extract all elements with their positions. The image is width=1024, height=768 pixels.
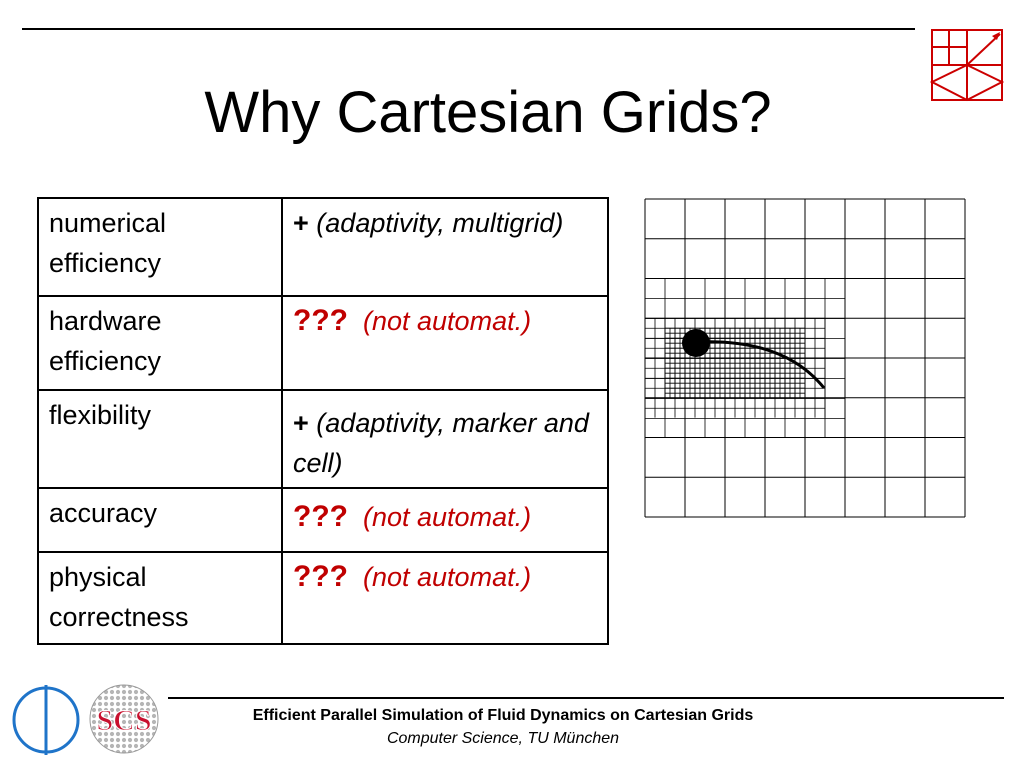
row-label: accuracy bbox=[37, 487, 283, 553]
question-symbol: ??? bbox=[293, 560, 348, 593]
row-note: (not automat.) bbox=[363, 562, 532, 592]
row-note: (not automat.) bbox=[363, 306, 532, 336]
plus-symbol: + bbox=[293, 208, 309, 238]
table-row: numerical efficiency + (adaptivity, mult… bbox=[37, 197, 609, 297]
question-symbol: ??? bbox=[293, 500, 348, 533]
row-note: (not automat.) bbox=[363, 502, 532, 532]
row-value: ??? (not automat.) bbox=[281, 487, 609, 553]
comparison-table: numerical efficiency + (adaptivity, mult… bbox=[37, 197, 609, 645]
plus-symbol: + bbox=[293, 408, 309, 438]
particle-dot bbox=[682, 329, 710, 357]
row-value: ??? (not automat.) bbox=[281, 295, 609, 391]
table-row: accuracy ??? (not automat.) bbox=[37, 487, 609, 553]
row-value: ??? (not automat.) bbox=[281, 551, 609, 645]
table-row: flexibility + (adaptivity, marker and ce… bbox=[37, 389, 609, 489]
row-label: physical correctness bbox=[37, 551, 283, 645]
bottom-rule bbox=[168, 697, 1004, 699]
adaptive-grid-figure bbox=[644, 198, 966, 518]
tum-grid-logo-icon bbox=[930, 29, 1004, 102]
table-row: hardware efficiency ??? (not automat.) bbox=[37, 295, 609, 391]
row-value: + (adaptivity, marker and cell) bbox=[281, 389, 609, 489]
page-title: Why Cartesian Grids? bbox=[204, 80, 772, 145]
trajectory-line bbox=[695, 340, 826, 389]
tum-circle-logo-icon bbox=[12, 685, 80, 755]
row-value: + (adaptivity, multigrid) bbox=[281, 197, 609, 297]
row-note: (adaptivity, marker and cell) bbox=[293, 408, 589, 478]
row-label: flexibility bbox=[37, 389, 283, 489]
row-label: numerical efficiency bbox=[37, 197, 283, 297]
footer-subtitle: Computer Science, TU München bbox=[386, 730, 620, 747]
row-note: (adaptivity, multigrid) bbox=[316, 208, 564, 238]
question-symbol: ??? bbox=[293, 304, 348, 337]
top-rule bbox=[22, 28, 915, 30]
scs-logo-icon: SCS bbox=[89, 684, 159, 754]
row-label: hardware efficiency bbox=[37, 295, 283, 391]
table-row: physical correctness ??? (not automat.) bbox=[37, 551, 609, 645]
footer-title: Efficient Parallel Simulation of Fluid D… bbox=[252, 707, 754, 724]
scs-logo-text: SCS bbox=[96, 704, 151, 737]
